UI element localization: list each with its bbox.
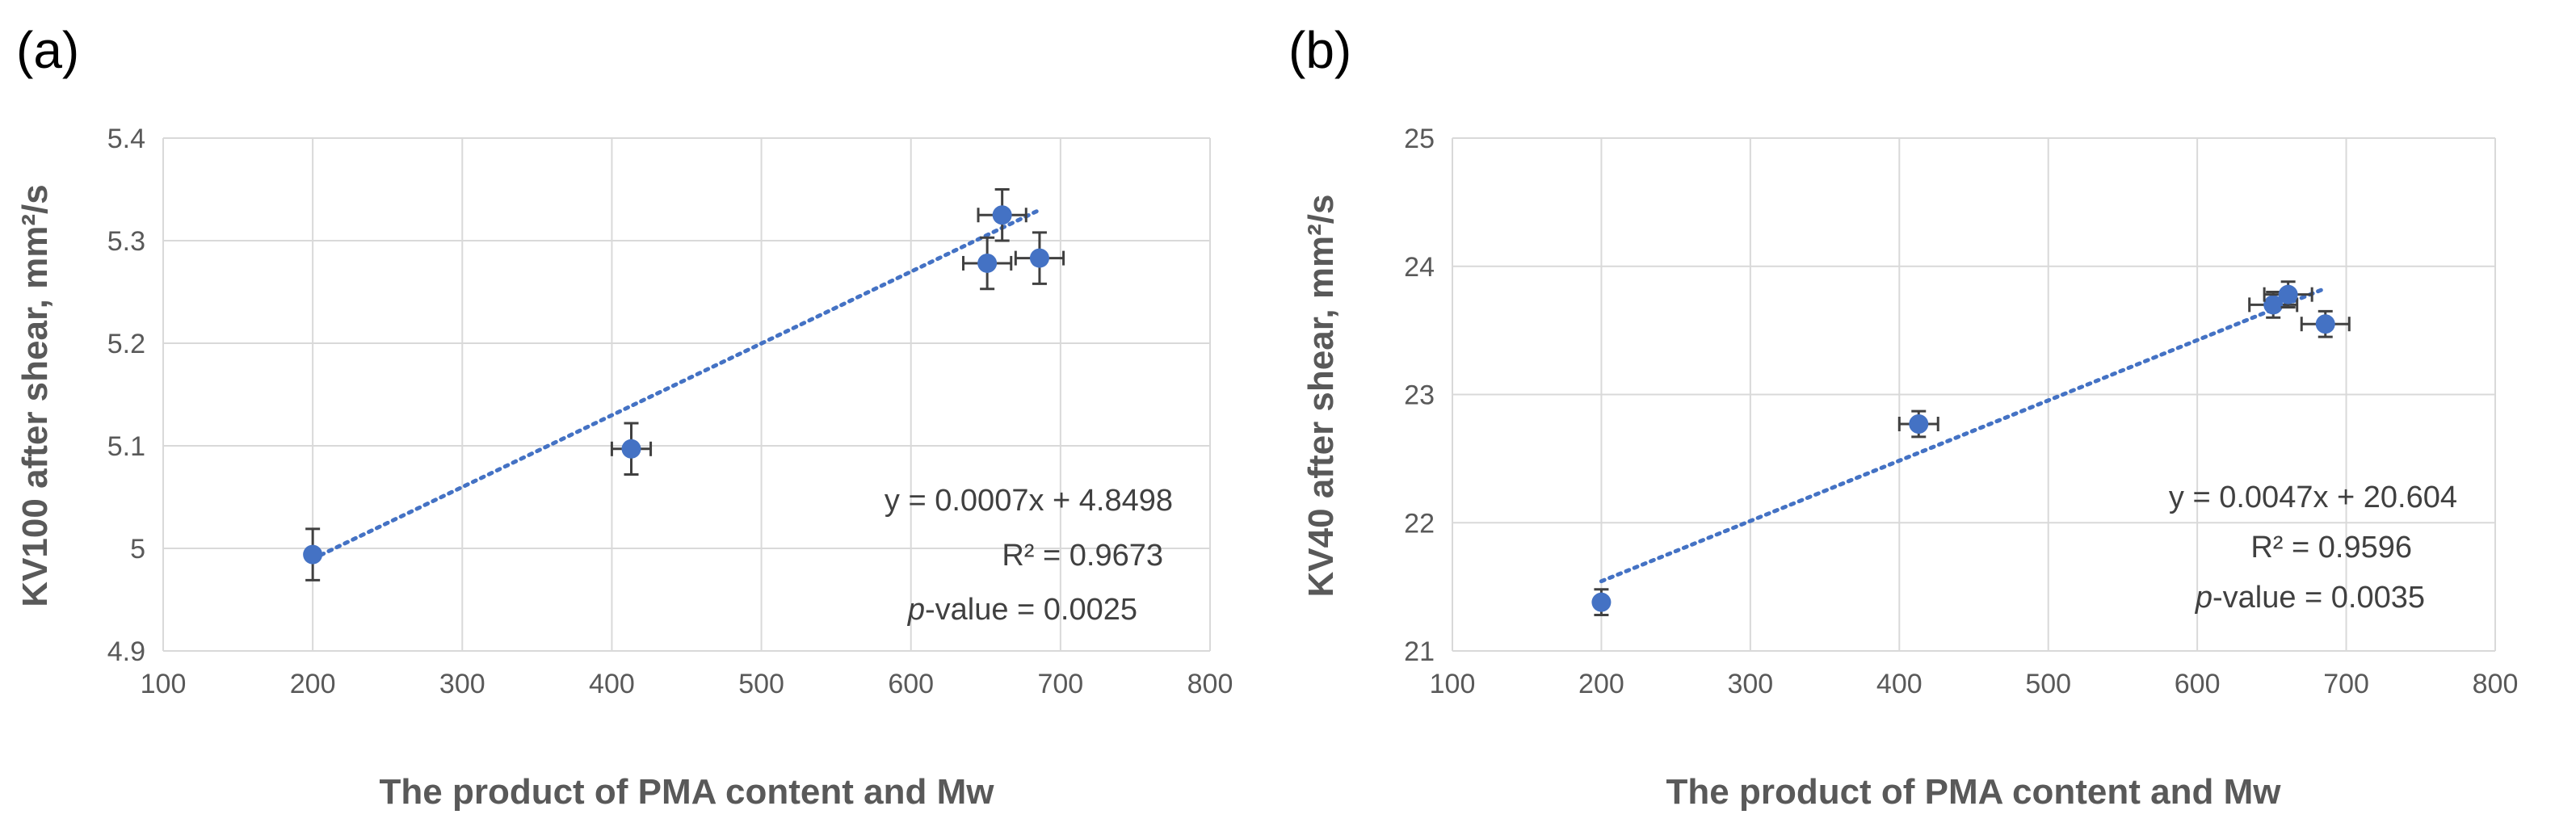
p-value-label: p-value = 0.0035 xyxy=(2195,581,2425,615)
panel-label: (b) xyxy=(1288,21,1351,79)
x-tick-label: 800 xyxy=(2473,669,2519,699)
x-tick-label: 400 xyxy=(589,669,635,699)
x-tick-label: 600 xyxy=(888,669,934,699)
p-value-text: -value = 0.0025 xyxy=(925,593,1137,627)
data-point xyxy=(303,544,323,565)
data-point xyxy=(992,205,1012,225)
data-point-group xyxy=(2300,309,2351,338)
x-tick-label: 500 xyxy=(738,669,784,699)
data-point xyxy=(2263,295,2284,315)
x-tick-label: 700 xyxy=(2323,669,2369,699)
data-point-group xyxy=(610,422,653,476)
data-point-group xyxy=(1014,231,1065,285)
x-tick-label: 300 xyxy=(1727,669,1773,699)
x-tick-label: 400 xyxy=(1876,669,1923,699)
data-point-group xyxy=(303,527,323,581)
y-tick-label: 23 xyxy=(1404,380,1435,411)
data-point-group xyxy=(977,188,1027,242)
y-axis-title: KV100 after shear, mm²/s xyxy=(15,184,55,607)
x-tick-label: 500 xyxy=(2025,669,2071,699)
data-point xyxy=(977,253,998,273)
y-tick-label: 5.2 xyxy=(107,329,145,359)
data-point xyxy=(1591,592,1612,612)
x-tick-label: 200 xyxy=(1578,669,1624,699)
data-point-group xyxy=(1897,409,1939,439)
x-tick-label: 300 xyxy=(439,669,485,699)
data-point-group xyxy=(1591,588,1612,617)
y-tick-label: 24 xyxy=(1404,252,1435,283)
data-point xyxy=(1909,414,1929,434)
data-point-group xyxy=(2248,291,2299,319)
x-axis-title: The product of PMA content and Mw xyxy=(380,772,995,812)
y-tick-label: 5.1 xyxy=(107,431,145,462)
y-tick-label: 25 xyxy=(1404,124,1435,154)
p-value-label: p-value = 0.0025 xyxy=(907,593,1137,627)
data-point xyxy=(621,439,641,459)
x-tick-label: 200 xyxy=(290,669,336,699)
p-value-prefix: p xyxy=(907,593,925,627)
panel-label: (a) xyxy=(16,21,79,79)
data-point xyxy=(1029,248,1049,268)
p-value-text: -value = 0.0035 xyxy=(2213,581,2425,615)
p-value-prefix: p xyxy=(2195,581,2213,615)
x-tick-label: 600 xyxy=(2175,669,2221,699)
x-tick-label: 100 xyxy=(141,669,187,699)
x-tick-label: 800 xyxy=(1187,669,1233,699)
y-tick-label: 21 xyxy=(1404,636,1435,667)
data-point xyxy=(2315,314,2335,334)
data-point-group xyxy=(2263,280,2313,309)
data-point-group xyxy=(962,236,1013,291)
x-tick-label: 700 xyxy=(1037,669,1083,699)
chart-panel-b: (b) 100 200 300 400 500 600 700 800 21 22 23 24 25 The… xyxy=(1288,21,2518,812)
y-axis-title: KV40 after shear, mm²/s xyxy=(1301,195,1341,598)
trendline-equation: y = 0.0047x + 20.604 xyxy=(2169,481,2457,514)
y-tick-label: 22 xyxy=(1404,508,1435,539)
y-tick-label: 5.4 xyxy=(107,124,145,154)
data-point xyxy=(2278,284,2298,304)
trendline xyxy=(1599,286,2328,584)
x-tick-label: 100 xyxy=(1430,669,1476,699)
trendline-equation: y = 0.0007x + 4.8498 xyxy=(885,484,1173,518)
y-tick-label: 4.9 xyxy=(107,636,145,667)
chart-panel-a: (a) 100 200 300 400 500 600 700 800 4.9 5 5.1 5.2 5.3… xyxy=(15,21,1233,812)
x-axis-title: The product of PMA content and Mw xyxy=(1666,772,2282,812)
r-squared-label: R² = 0.9596 xyxy=(2250,531,2412,565)
trendline xyxy=(310,208,1042,561)
y-tick-label: 5.3 xyxy=(107,226,145,257)
y-tick-label: 5 xyxy=(130,534,145,565)
r-squared-label: R² = 0.9673 xyxy=(1002,539,1163,573)
